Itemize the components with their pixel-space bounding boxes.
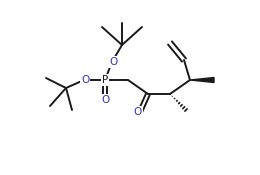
Polygon shape xyxy=(190,78,214,82)
Text: O: O xyxy=(81,75,89,85)
Text: P: P xyxy=(102,75,108,85)
Text: O: O xyxy=(109,57,117,67)
Text: O: O xyxy=(101,95,109,105)
Text: O: O xyxy=(134,107,142,117)
